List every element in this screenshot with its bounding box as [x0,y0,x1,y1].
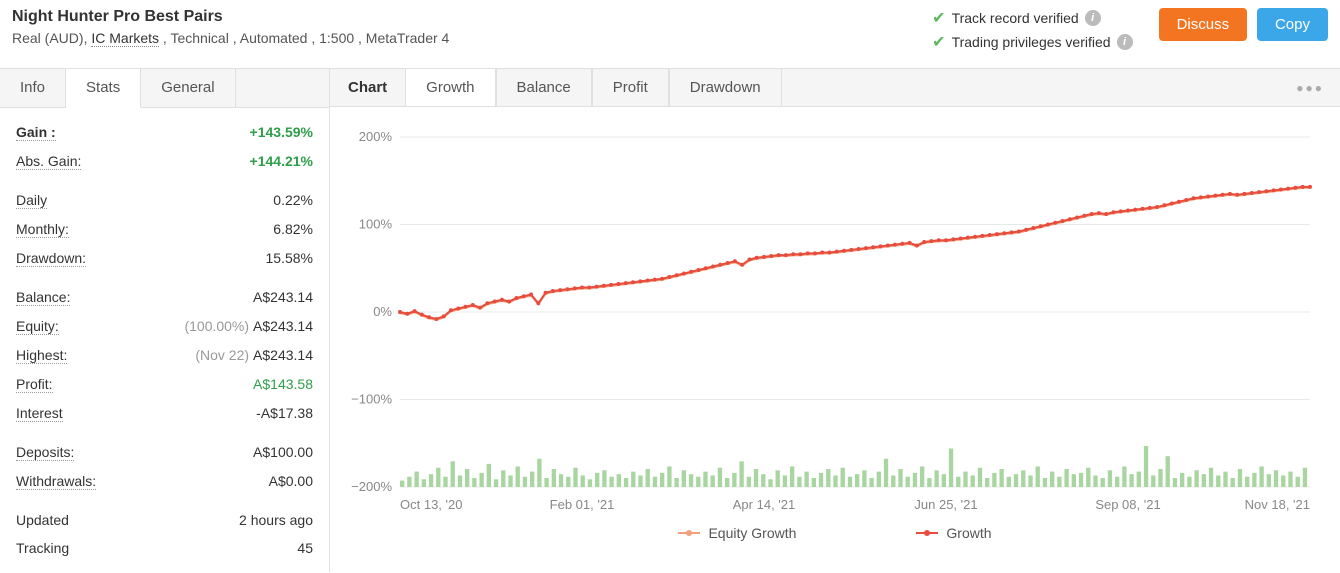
stat-row: Gain : +143.59% [16,118,313,147]
stat-value: 15.58% [266,250,313,267]
broker-link[interactable]: IC Markets [91,30,159,47]
chart-tab-profit[interactable]: Profit [592,69,669,106]
svg-text:Nov 18, '21: Nov 18, '21 [1245,497,1310,512]
svg-text:200%: 200% [359,129,393,144]
stat-value: A$143.58 [253,376,313,393]
stat-label: Interest [16,405,63,422]
stat-value: (Nov 22)A$243.14 [195,347,313,364]
info-icon[interactable]: i [1085,10,1101,26]
stat-value: 0.22% [273,192,313,209]
trading-privileges-verified: ✔ Trading privileges verified i [932,32,1132,52]
tab-general[interactable]: General [141,69,235,107]
stat-label: Drawdown: [16,250,86,267]
tab-info[interactable]: Info [0,69,66,107]
stat-label: Profit: [16,376,53,393]
svg-text:100%: 100% [359,217,393,232]
svg-text:Jun 25, '21: Jun 25, '21 [914,497,977,512]
stat-value: +143.59% [250,124,313,141]
stat-row: Profit: A$143.58 [16,370,313,399]
stat-label: Monthly: [16,221,69,238]
check-icon: ✔ [932,8,945,28]
svg-text:Apr 14, '21: Apr 14, '21 [733,497,795,512]
stat-label: Balance: [16,289,70,306]
stat-row: Tracking 45 [16,534,313,562]
svg-text:Oct 13, '20: Oct 13, '20 [400,497,462,512]
page-subtitle: Real (AUD), IC Markets , Technical , Aut… [12,30,932,46]
svg-text:−200%: −200% [351,479,392,494]
svg-text:Sep 08, '21: Sep 08, '21 [1095,497,1160,512]
stat-value: +144.21% [250,153,313,170]
stat-value: A$243.14 [253,289,313,306]
stat-label: Abs. Gain: [16,153,81,170]
stat-label: Updated [16,512,69,528]
stat-value: A$100.00 [253,444,313,461]
stat-row: Balance: A$243.14 [16,283,313,312]
copy-button[interactable]: Copy [1257,8,1328,41]
legend-growth[interactable]: Growth [916,525,991,541]
stat-row: Abs. Gain: +144.21% [16,147,313,176]
stat-value: 45 [297,540,313,556]
more-icon[interactable]: ●●● [1280,71,1340,105]
stat-label: Equity: [16,318,59,335]
stat-row: Equity: (100.00%)A$243.14 [16,312,313,341]
growth-chart: −200% −100% 0% 100% 200% Oct 13, '20 Feb 01, '… [340,127,1320,517]
check-icon: ✔ [932,32,945,52]
stat-row: Withdrawals: A$0.00 [16,467,313,496]
stat-row: Deposits: A$100.00 [16,438,313,467]
chart-tab-drawdown[interactable]: Drawdown [669,69,782,106]
stat-row: Daily 0.22% [16,186,313,215]
legend-equity[interactable]: Equity Growth [678,525,796,541]
stat-label: Highest: [16,347,67,364]
stat-label: Gain : [16,124,56,141]
chart-label: Chart [330,69,405,106]
stat-label: Deposits: [16,444,74,461]
svg-text:−100%: −100% [351,392,392,407]
discuss-button[interactable]: Discuss [1159,8,1248,41]
track-record-verified: ✔ Track record verified i [932,8,1132,28]
stat-row: Highest: (Nov 22)A$243.14 [16,341,313,370]
chart-tabs: Chart GrowthBalanceProfitDrawdown ●●● [330,69,1340,107]
page-title: Night Hunter Pro Best Pairs [12,8,932,26]
stat-row: Updated 2 hours ago [16,506,313,534]
stat-label: Daily [16,192,47,209]
stat-row: Drawdown: 15.58% [16,244,313,273]
chart-tab-growth[interactable]: Growth [405,69,495,106]
stat-value: (100.00%)A$243.14 [184,318,313,335]
tab-stats[interactable]: Stats [66,69,141,108]
sidebar-tabs: InfoStatsGeneral [0,69,329,108]
stat-value: 6.82% [273,221,313,238]
stat-row: Monthly: 6.82% [16,215,313,244]
stat-value: A$0.00 [269,473,313,490]
stat-row: Interest -A$17.38 [16,399,313,428]
svg-text:0%: 0% [373,304,392,319]
stat-value: -A$17.38 [256,405,313,422]
info-icon[interactable]: i [1117,34,1133,50]
stat-label: Tracking [16,540,69,556]
stat-value: 2 hours ago [239,512,313,528]
chart-tab-balance[interactable]: Balance [496,69,592,106]
stat-label: Withdrawals: [16,473,96,490]
svg-text:Feb 01, '21: Feb 01, '21 [550,497,615,512]
